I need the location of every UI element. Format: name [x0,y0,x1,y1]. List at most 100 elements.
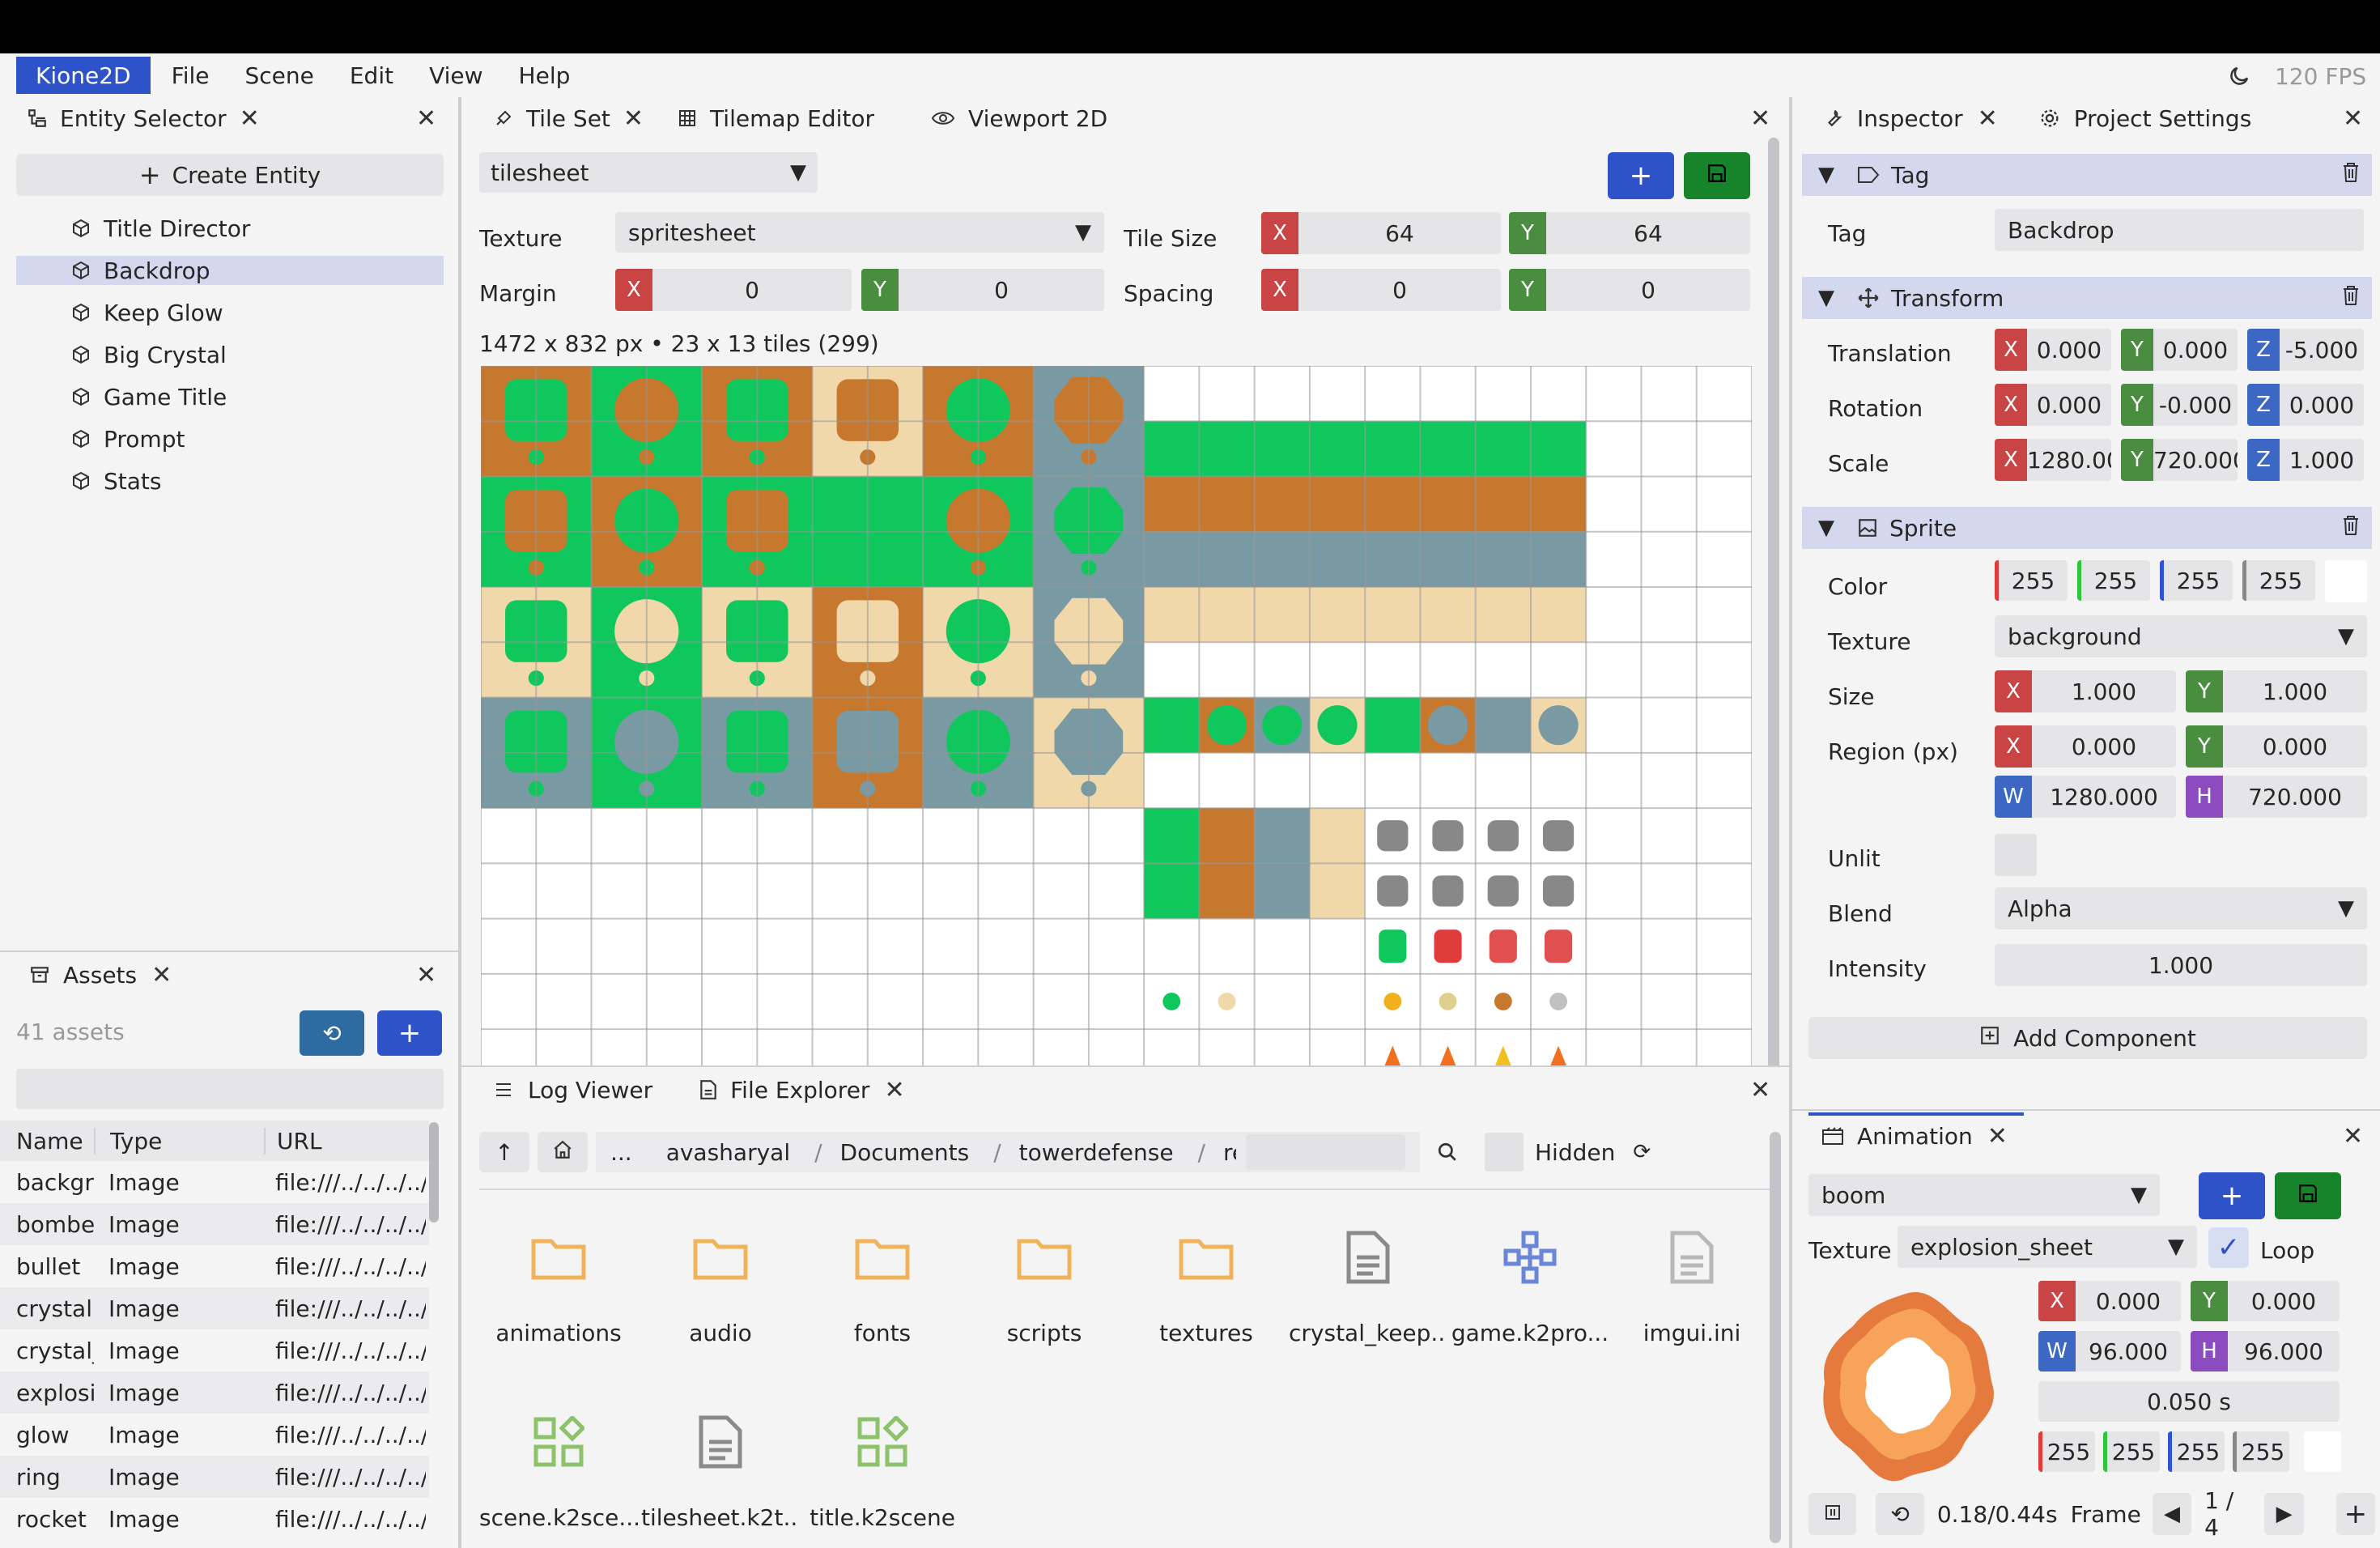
animation-clip-select[interactable]: boom ▼ [1808,1174,2160,1216]
sprite-color-swatch[interactable] [2325,560,2367,602]
close-panel-icon[interactable]: ✕ [2343,1121,2364,1150]
file-scrollbar[interactable] [1770,1132,1781,1543]
collapse-icon[interactable]: ▼ [1818,163,1834,187]
tab-viewport-2d[interactable]: Viewport 2D [968,104,1108,132]
blue-channel-field[interactable]: 255 [2168,1431,2225,1472]
sprite-component-header[interactable]: ▼ Sprite [1802,507,2372,549]
tab-project-settings[interactable]: Project Settings [2073,104,2252,132]
tile-atlas[interactable] [481,366,1752,1161]
column-name[interactable]: Name [16,1127,83,1155]
frame-x-field[interactable]: X 0.000 [2038,1281,2181,1321]
translation-z-field[interactable]: Z -5.000 [2247,329,2364,371]
region-y-field[interactable]: Y 0.000 [2186,725,2367,768]
menu-help[interactable]: Help [518,62,571,89]
file-item[interactable]: crystal_keep... [1289,1205,1447,1375]
breadcrumb-ellipsis[interactable]: ... [610,1138,632,1166]
asset-row[interactable]: crystal Image file:///../../../../ [0,1287,429,1329]
restart-button[interactable]: ⟲ [1876,1493,1924,1535]
hidden-checkbox[interactable] [1485,1133,1524,1172]
red-channel-field[interactable]: 255 [1995,560,2068,601]
tab-tilemap-editor[interactable]: Tilemap Editor [710,104,875,132]
asset-scrollbar[interactable] [429,1122,439,1223]
frame-y-field[interactable]: Y 0.000 [2191,1281,2340,1321]
alpha-channel-field[interactable]: 255 [2233,1431,2289,1472]
pause-button[interactable] [1808,1493,1857,1535]
menu-edit[interactable]: Edit [349,62,394,89]
unlit-checkbox[interactable] [1995,834,2037,876]
collapse-icon[interactable]: ▼ [1818,516,1834,540]
green-channel-field[interactable]: 255 [2077,560,2150,601]
asset-row[interactable]: bomber_ Image file:///../../../../ [0,1203,429,1245]
file-item[interactable]: title.k2scene [803,1389,962,1548]
entity-item[interactable]: Backdrop [16,256,444,285]
frame-color-swatch[interactable] [2304,1431,2341,1472]
region-x-field[interactable]: X 0.000 [1995,725,2176,768]
file-item[interactable]: audio [641,1205,800,1375]
close-icon[interactable]: ✕ [1977,104,1998,133]
app-menu[interactable]: Kione2D [16,57,151,94]
search-icon[interactable] [1431,1142,1464,1163]
breadcrumb-towerdefense[interactable]: towerdefense [1018,1138,1174,1166]
next-frame-button[interactable]: ▶ [2264,1493,2304,1535]
add-clip-button[interactable]: + [2199,1172,2265,1219]
tab-animation[interactable]: Animation [1857,1122,1973,1150]
tag-input[interactable]: Backdrop [1995,209,2364,251]
entity-tab-label[interactable]: Entity Selector [60,104,227,132]
column-type[interactable]: Type [94,1127,264,1155]
close-icon[interactable]: ✕ [623,104,644,133]
translation-x-field[interactable]: X 0.000 [1995,329,2111,371]
trash-icon[interactable] [2341,515,2361,542]
asset-row[interactable]: backgro Image file:///../../../../ [0,1161,429,1203]
asset-row[interactable]: bullet Image file:///../../../../ [0,1245,429,1287]
up-button[interactable]: ↑ [479,1132,529,1172]
translation-y-field[interactable]: Y 0.000 [2121,329,2238,371]
file-item[interactable]: imgui.ini [1613,1205,1771,1375]
close-icon[interactable]: ✕ [884,1075,905,1104]
close-icon[interactable]: ✕ [239,104,260,133]
blend-select[interactable]: Alpha ▼ [1995,887,2367,929]
close-icon[interactable]: ✕ [1987,1121,2008,1150]
tab-log-viewer[interactable]: Log Viewer [528,1076,653,1104]
entity-item[interactable]: Keep Glow [16,298,444,327]
save-tileset-button[interactable] [1684,152,1750,199]
file-item[interactable]: game.k2pro... [1451,1205,1609,1375]
asset-row[interactable]: crystal_b Image file:///../../../../ [0,1329,429,1372]
size-y-field[interactable]: Y 1.000 [2186,670,2367,712]
size-x-field[interactable]: X 1.000 [1995,670,2176,712]
menu-file[interactable]: File [171,62,210,89]
menu-scene[interactable]: Scene [244,62,314,89]
tab-tile-set[interactable]: Tile Set [526,104,610,132]
left-splitter[interactable] [458,97,461,1548]
region-w-field[interactable]: W 1280.000 [1995,776,2176,818]
region-h-field[interactable]: H 720.000 [2186,776,2367,818]
refresh-button[interactable]: ⟲ [300,1010,364,1056]
blue-channel-field[interactable]: 255 [2160,560,2233,601]
tile-atlas-canvas[interactable] [481,366,1752,1161]
breadcrumb-documents[interactable]: Documents [839,1138,970,1166]
entity-item[interactable]: Big Crystal [16,340,444,369]
file-item[interactable]: textures [1127,1205,1286,1375]
trash-icon[interactable] [2341,285,2361,312]
create-entity-button[interactable]: + Create Entity [16,154,444,196]
close-panel-icon[interactable]: ✕ [416,104,437,133]
refresh-icon[interactable]: ⟳ [1633,1140,1651,1164]
breadcrumb-res[interactable]: res [1222,1138,1236,1166]
tag-component-header[interactable]: ▼ Tag [1802,154,2372,196]
tile-size-x-field[interactable]: X 64 [1261,212,1501,254]
menu-view[interactable]: View [429,62,483,89]
close-panel-icon[interactable]: ✕ [2343,104,2364,133]
frame-w-field[interactable]: W 96.000 [2038,1331,2181,1372]
add-tileset-button[interactable]: + [1608,152,1674,199]
file-item[interactable]: animations [479,1205,638,1375]
entity-item[interactable]: Game Title [16,382,444,411]
close-panel-icon[interactable]: ✕ [416,960,437,989]
close-panel-icon[interactable]: ✕ [1750,104,1771,133]
frame-duration-field[interactable]: 0.050 s [2038,1381,2340,1422]
transform-component-header[interactable]: ▼ Transform [1802,277,2372,319]
collapse-icon[interactable]: ▼ [1818,286,1834,310]
entity-item[interactable]: Title Director [16,214,444,243]
